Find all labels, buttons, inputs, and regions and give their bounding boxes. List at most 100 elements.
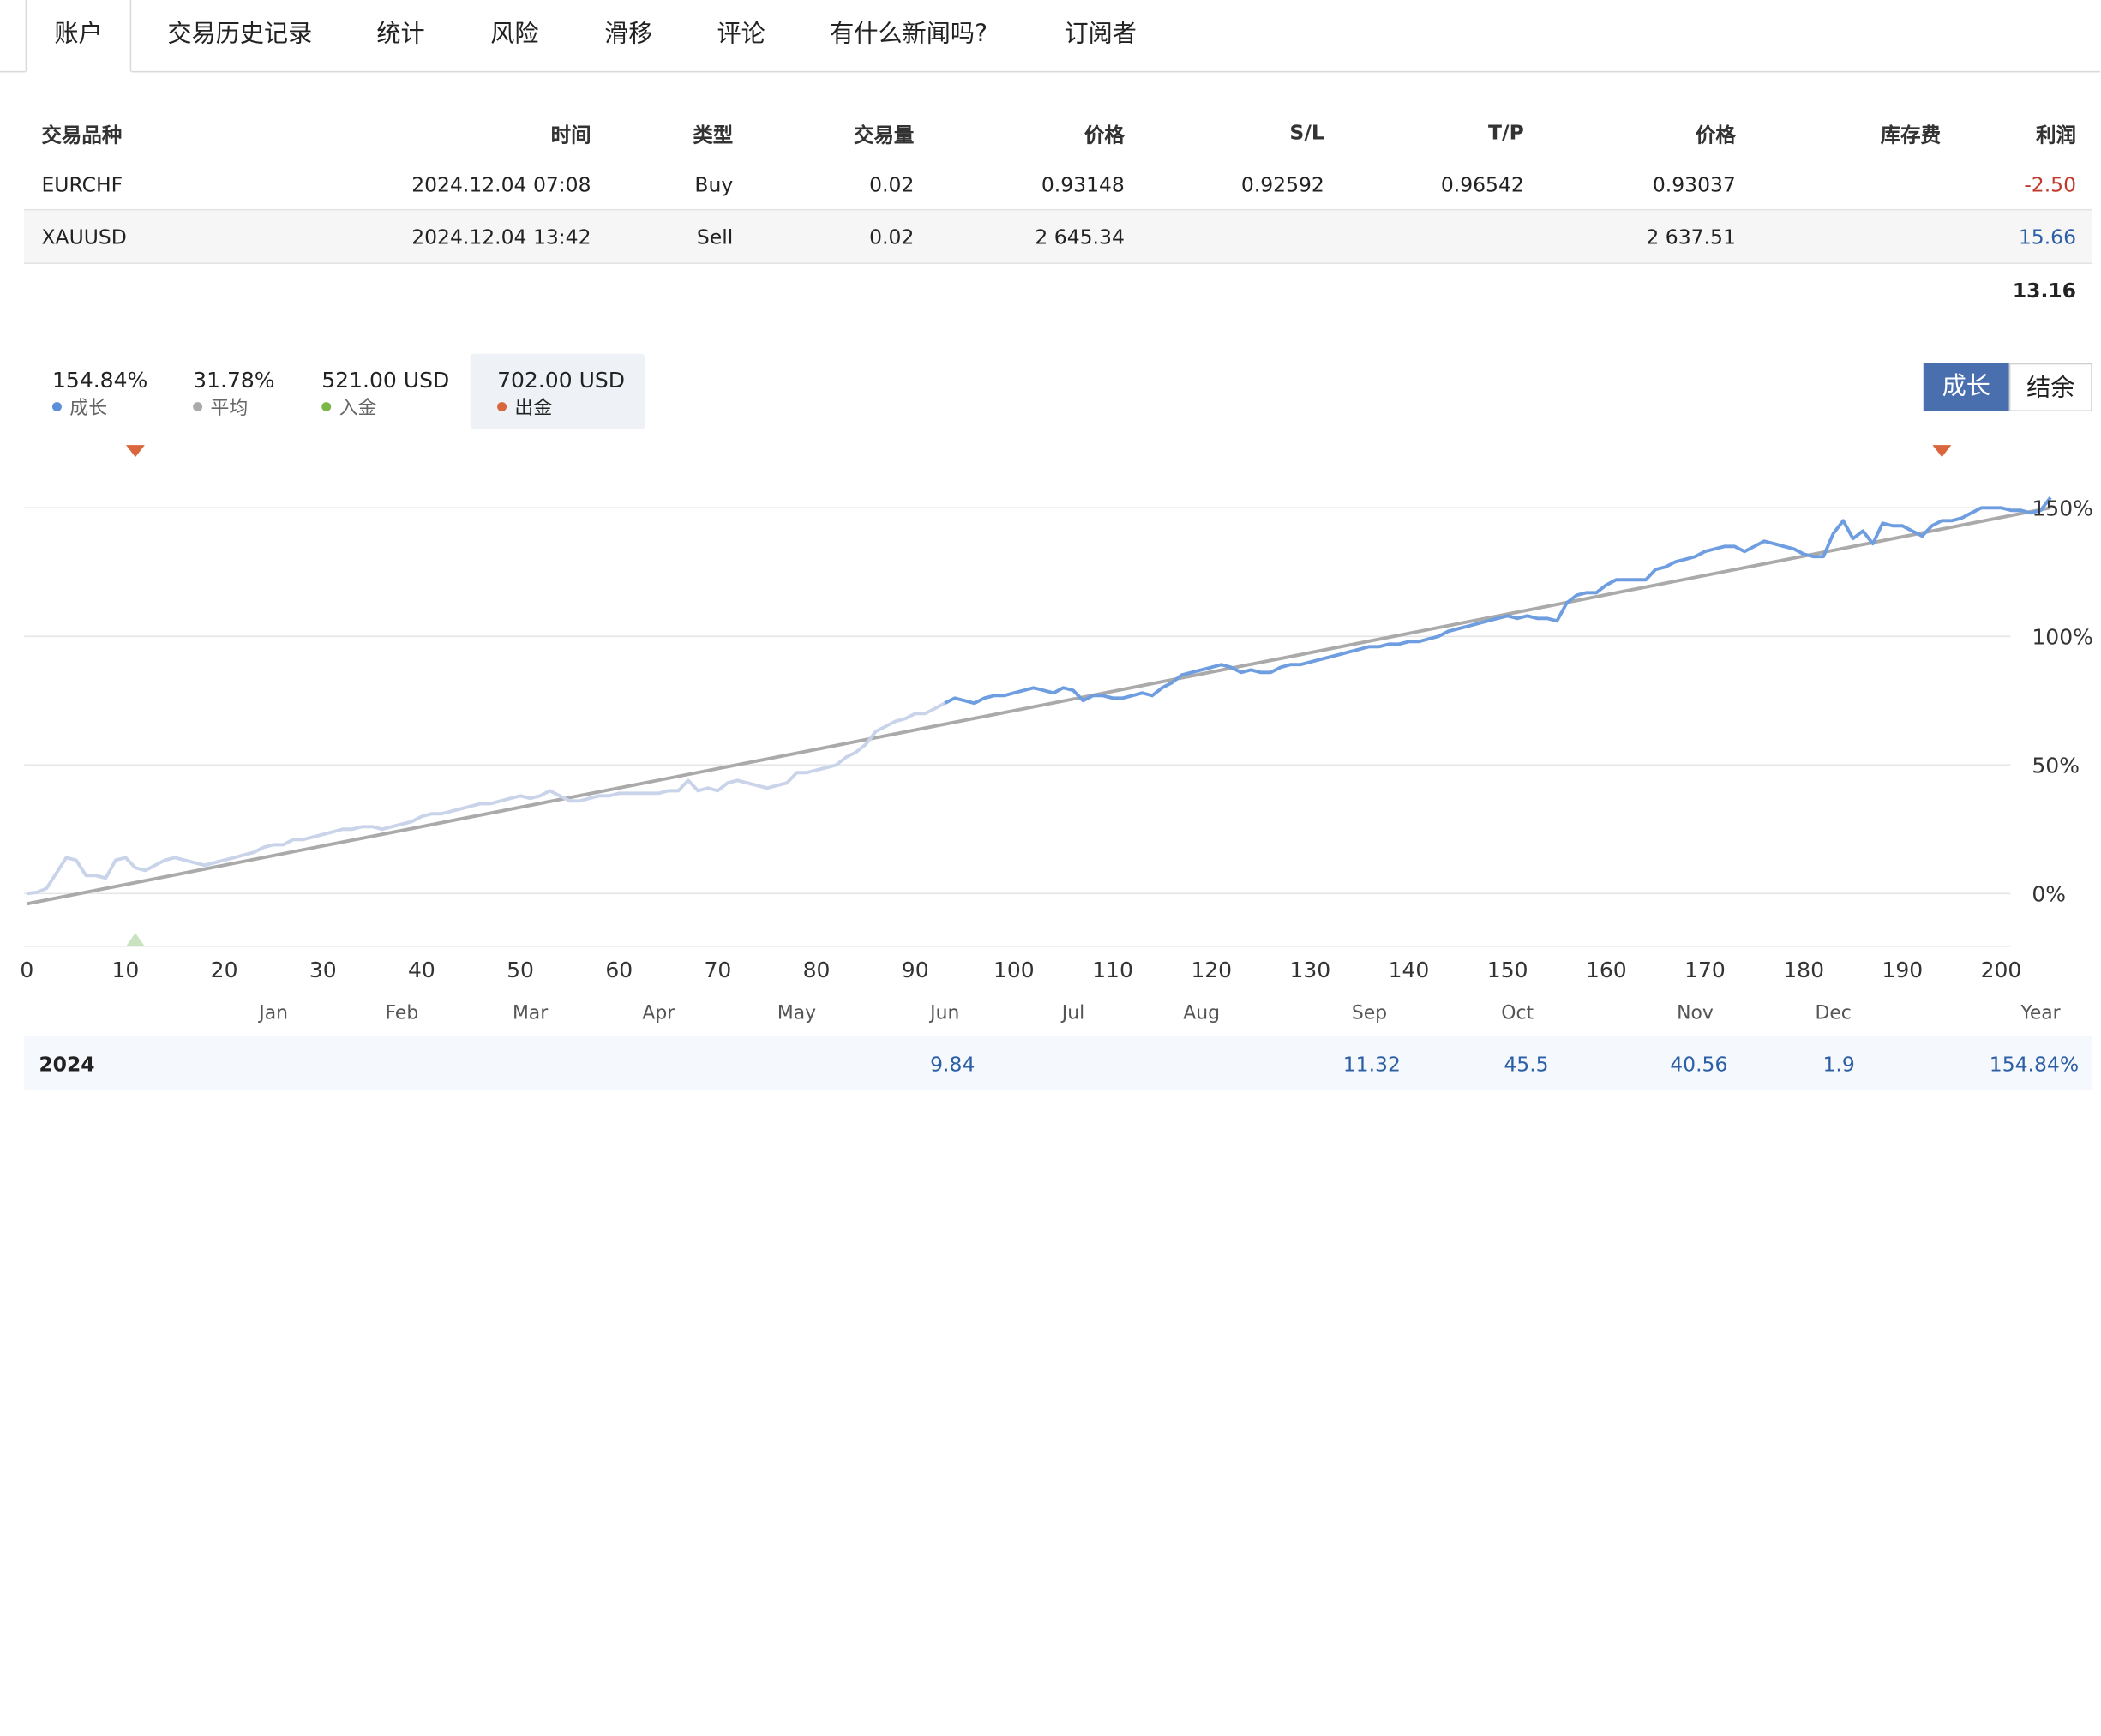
cell-price-current: 0.93037	[1652, 172, 1736, 197]
month-labels: Jan Feb Mar Apr May Jun Jul Aug Sep Oct Nov Dec Year	[257, 1002, 2060, 1024]
legend-deposit-label: 入金	[321, 394, 376, 421]
withdrawal-dot-icon	[497, 402, 507, 412]
x-tick-label: 20	[211, 958, 238, 982]
month-label: Nov	[1677, 1002, 1714, 1024]
tab-bar: 账户 交易历史记录 统计 风险 滑移 评论 有什么新闻吗? 订阅者	[0, 0, 2101, 73]
x-tick-label: 140	[1389, 958, 1430, 982]
row-divider	[24, 208, 2092, 211]
cell-sl: 0.92592	[1240, 172, 1324, 197]
col-symbol: 交易品种	[41, 123, 123, 147]
col-price-current: 价格	[1695, 123, 1736, 147]
cell-time: 2024.12.04 13:42	[411, 225, 591, 249]
tab-risk[interactable]: 风险	[490, 20, 539, 49]
month-label: Apr	[642, 1002, 675, 1024]
month-label: Mar	[513, 1002, 548, 1024]
cell-volume: 0.02	[869, 172, 915, 197]
legend-average[interactable]: 31.78% 平均	[167, 354, 301, 429]
cell-profit: -2.50	[2024, 172, 2077, 197]
x-tick-label: 10	[112, 958, 140, 982]
growth-dot-icon	[51, 402, 62, 412]
month-label: Aug	[1183, 1002, 1220, 1024]
month-label: Oct	[1501, 1002, 1534, 1024]
cell-symbol: XAUUSD	[41, 225, 127, 249]
legend-deposit[interactable]: 521.00 USD 入金	[297, 354, 464, 429]
legend-growth[interactable]: 154.84% 成长	[27, 354, 160, 429]
month-label: Jun	[928, 1002, 959, 1024]
year-cell-total: 154.84%	[1989, 1052, 2080, 1077]
y-tick-label: 50%	[2032, 754, 2080, 778]
x-tick-label: 130	[1289, 958, 1330, 982]
col-type: 类型	[693, 123, 734, 147]
tab-slippage[interactable]: 滑移	[604, 20, 653, 49]
chart-lines	[26, 496, 2052, 906]
x-tick-label: 70	[704, 958, 731, 982]
tab-subscribers[interactable]: 订阅者	[1064, 20, 1137, 49]
x-tick-label: 50	[507, 958, 534, 982]
x-tick-label: 170	[1684, 958, 1726, 982]
balance-mode-button[interactable]: 结余	[2008, 363, 2092, 412]
row-divider	[24, 262, 2092, 265]
year-cell-jun: 9.84	[930, 1052, 975, 1077]
tab-account[interactable]: 账户	[25, 0, 132, 73]
total-profit: 13.16	[2012, 279, 2077, 303]
legend-growth-label: 成长	[51, 394, 107, 421]
col-tp: T/P	[1488, 120, 1524, 145]
x-tick-label: 80	[803, 958, 831, 982]
growth-mode-button[interactable]: 成长	[1923, 363, 2009, 412]
month-label: Jul	[1060, 1002, 1084, 1024]
x-tick-label: 40	[408, 958, 435, 982]
x-tick-label: 200	[1981, 958, 2022, 982]
table-row[interactable]: EURCHF 2024.12.04 07:08 Buy 0.02 0.93148…	[24, 159, 2092, 211]
x-tick-label: 110	[1092, 958, 1133, 982]
cell-profit: 15.66	[2018, 225, 2077, 249]
month-label: Sep	[1352, 1002, 1387, 1024]
tab-statistics[interactable]: 统计	[376, 20, 425, 49]
growth-line-early	[27, 701, 946, 896]
col-sl: S/L	[1289, 120, 1324, 145]
year-cell-dec: 1.9	[1822, 1052, 1855, 1077]
legend-deposit-value: 521.00 USD	[321, 367, 450, 393]
x-tick-label: 90	[902, 958, 929, 982]
tab-trade-history[interactable]: 交易历史记录	[167, 20, 313, 49]
month-label: Jan	[257, 1002, 288, 1024]
x-tick-label: 30	[309, 958, 337, 982]
withdrawal-marker-icon	[126, 445, 145, 458]
month-label: May	[777, 1002, 816, 1024]
x-tick-label: 160	[1586, 958, 1627, 982]
average-dot-icon	[193, 402, 203, 412]
legend-withdrawal[interactable]: 702.00 USD 出金	[470, 353, 645, 429]
year-cell-nov: 40.56	[1670, 1052, 1728, 1077]
deposit-dot-icon	[321, 402, 332, 412]
month-label: Year	[2020, 1002, 2060, 1024]
x-axis-ticks: 0 10 20 30 40 50 60 70 80 90 100 110 120 130 140 150 160…	[20, 958, 2021, 982]
table-row[interactable]: XAUUSD 2024.12.04 13:42 Sell 0.02 2 645.…	[24, 210, 2092, 263]
chart-grid	[24, 507, 2011, 947]
growth-chart[interactable]: 0% 50% 100% 150% 0 10 20 30 40 50 60 70 80 90 100 110 1…	[0, 429, 2100, 1032]
year-cell-sep: 11.32	[1342, 1052, 1401, 1077]
chart-markers	[126, 445, 1952, 946]
withdrawal-marker-icon	[1932, 445, 1952, 458]
y-tick-label: 150%	[2032, 496, 2092, 521]
year-label: 2024	[39, 1052, 95, 1077]
col-time: 时间	[550, 123, 591, 147]
legend-average-label: 平均	[193, 394, 248, 421]
col-swap: 库存费	[1880, 123, 1942, 147]
tab-news[interactable]: 有什么新闻吗?	[830, 20, 988, 49]
cell-price-open: 0.93148	[1041, 172, 1125, 197]
x-tick-label: 180	[1783, 958, 1824, 982]
cell-price-current: 2 637.51	[1646, 225, 1736, 249]
cell-price-open: 2 645.34	[1035, 225, 1125, 249]
x-tick-label: 0	[20, 958, 33, 982]
tab-reviews[interactable]: 评论	[717, 20, 765, 49]
col-profit: 利润	[2036, 123, 2077, 147]
year-cell-oct: 45.5	[1504, 1052, 1549, 1077]
cell-volume: 0.02	[869, 225, 915, 249]
yearly-results-row[interactable]: 2024 9.84 11.32 45.5 40.56 1.9 154.84%	[24, 1036, 2092, 1090]
y-tick-label: 0%	[2032, 882, 2066, 907]
x-tick-label: 190	[1882, 958, 1923, 982]
deposit-marker-icon	[126, 933, 145, 946]
legend-growth-value: 154.84%	[51, 367, 148, 393]
col-price-open: 价格	[1084, 123, 1125, 147]
x-tick-label: 150	[1487, 958, 1528, 982]
average-line	[26, 506, 2051, 906]
